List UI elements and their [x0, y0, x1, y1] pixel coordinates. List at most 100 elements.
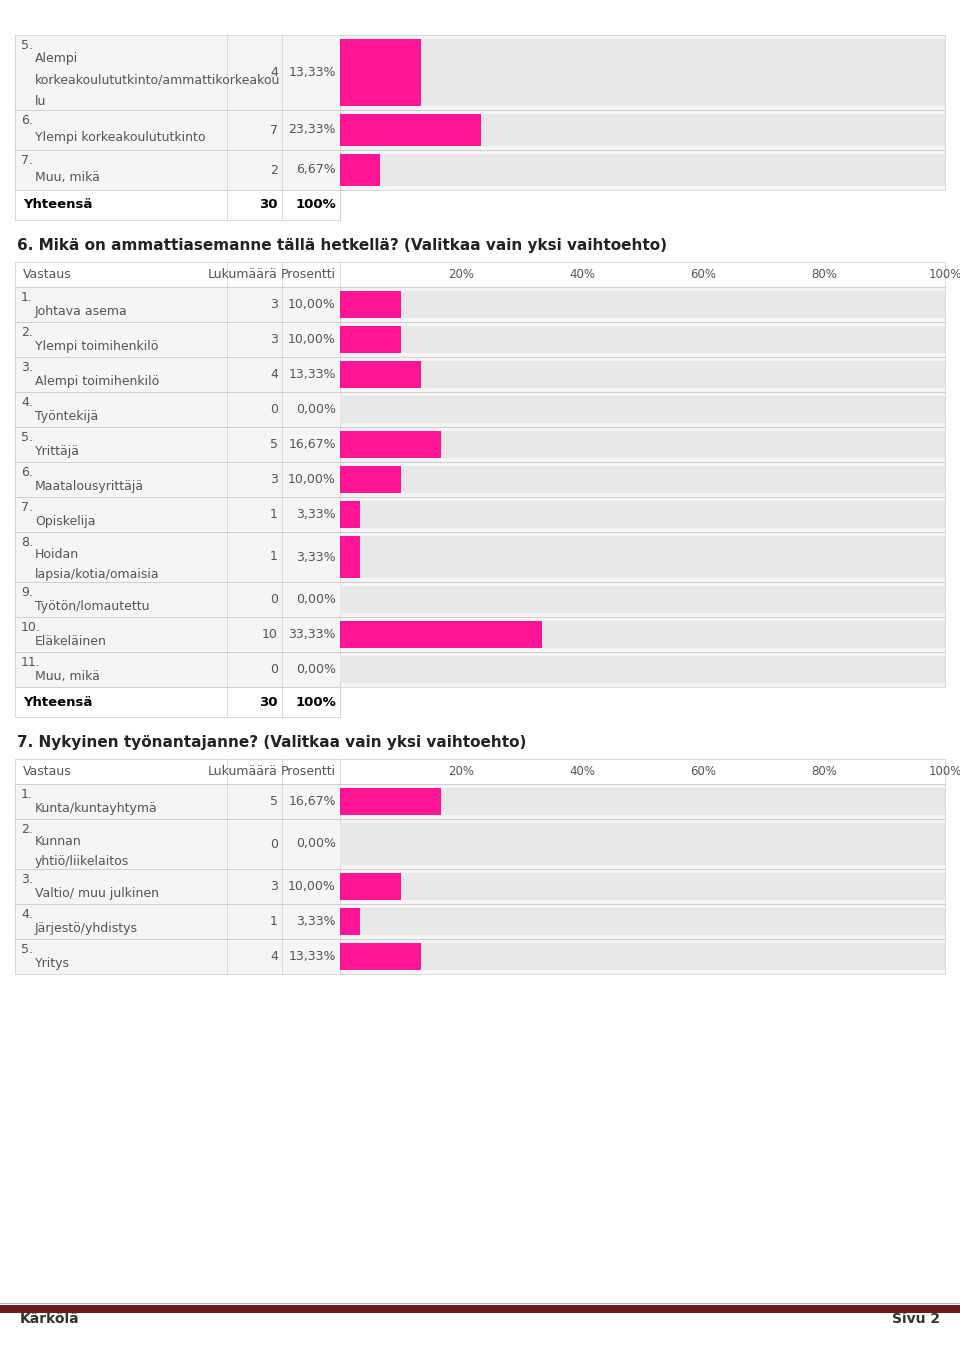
Text: 3: 3	[270, 473, 278, 486]
Text: Johtava asema: Johtava asema	[35, 305, 128, 318]
Text: 80%: 80%	[811, 268, 837, 280]
Text: 2.: 2.	[21, 822, 33, 836]
Bar	[340, 943, 945, 970]
Bar	[340, 873, 945, 900]
Text: 100%: 100%	[928, 766, 960, 778]
Text: 16,67%: 16,67%	[288, 438, 336, 451]
Text: 4: 4	[270, 950, 278, 963]
Bar	[15, 322, 945, 356]
Text: 1: 1	[270, 550, 278, 564]
Text: 80%: 80%	[811, 766, 837, 778]
Text: Hoidan: Hoidan	[35, 547, 79, 561]
Bar	[15, 687, 340, 717]
Text: Yritys: Yritys	[35, 958, 70, 970]
Text: 10: 10	[262, 627, 278, 641]
Text: 11.: 11.	[21, 656, 40, 669]
Text: Lukumäärä: Lukumäärä	[208, 268, 278, 280]
Bar	[340, 114, 481, 146]
Bar	[340, 327, 945, 354]
Text: 10,00%: 10,00%	[288, 473, 336, 486]
Bar	[340, 396, 945, 423]
Bar	[340, 537, 360, 579]
Bar	[340, 621, 541, 648]
Text: 1.: 1.	[21, 291, 33, 304]
Bar	[15, 150, 945, 190]
Bar	[340, 908, 360, 935]
Text: 10,00%: 10,00%	[288, 879, 336, 893]
Bar	[340, 291, 945, 318]
Text: Lukumäärä: Lukumäärä	[208, 766, 278, 778]
Bar	[15, 497, 945, 533]
Bar	[15, 652, 945, 687]
Text: Eläkeläinen: Eläkeläinen	[35, 635, 107, 648]
Text: 13,33%: 13,33%	[289, 950, 336, 963]
Text: 13,33%: 13,33%	[289, 66, 336, 79]
Bar	[0, 1305, 960, 1313]
Bar	[340, 291, 400, 318]
Bar	[15, 617, 945, 652]
Text: 3: 3	[270, 298, 278, 312]
Bar	[340, 114, 945, 146]
Text: 3,33%: 3,33%	[297, 915, 336, 928]
Text: Prosentti: Prosentti	[281, 766, 336, 778]
Bar	[15, 759, 945, 785]
Text: Muu, mikä: Muu, mikä	[35, 171, 100, 184]
Text: Vastaus: Vastaus	[23, 268, 72, 280]
Text: 30: 30	[259, 695, 278, 709]
Text: 60%: 60%	[690, 268, 716, 280]
Bar	[15, 35, 945, 110]
Text: Yrittäjä: Yrittäjä	[35, 446, 80, 458]
Text: 3,33%: 3,33%	[297, 550, 336, 564]
Text: 100%: 100%	[296, 695, 336, 709]
Text: Yhteensä: Yhteensä	[23, 695, 92, 709]
Text: Kunnan: Kunnan	[35, 835, 82, 848]
Text: 13,33%: 13,33%	[289, 369, 336, 381]
Bar	[340, 501, 945, 528]
Text: 40%: 40%	[569, 268, 595, 280]
Text: 3,33%: 3,33%	[297, 508, 336, 522]
Text: 6.: 6.	[21, 466, 33, 480]
Bar	[340, 908, 945, 935]
Text: 0: 0	[270, 663, 278, 676]
Text: Prosentti: Prosentti	[281, 268, 336, 280]
Bar	[340, 431, 441, 458]
Bar	[340, 327, 400, 354]
Text: 4: 4	[270, 369, 278, 381]
Bar	[15, 287, 945, 322]
Text: Vastaus: Vastaus	[23, 766, 72, 778]
Text: 23,33%: 23,33%	[289, 123, 336, 137]
Text: Kärkölä: Kärkölä	[20, 1312, 80, 1327]
Bar	[340, 501, 360, 528]
Bar	[340, 39, 945, 106]
Text: Ylempi korkeakoulututkinto: Ylempi korkeakoulututkinto	[35, 130, 205, 144]
Text: 2: 2	[270, 164, 278, 176]
Text: Maatalousyrittäjä: Maatalousyrittäjä	[35, 480, 144, 493]
Bar	[340, 360, 945, 388]
Bar	[340, 154, 380, 186]
Text: 10.: 10.	[21, 621, 41, 634]
Text: 9.: 9.	[21, 585, 33, 599]
Text: Valtio/ muu julkinen: Valtio/ muu julkinen	[35, 888, 159, 900]
Text: 5.: 5.	[21, 943, 33, 957]
Bar	[15, 583, 945, 617]
Text: 2.: 2.	[21, 327, 33, 339]
Text: lapsia/kotia/omaisia: lapsia/kotia/omaisia	[35, 568, 159, 581]
Text: 1: 1	[270, 915, 278, 928]
Bar	[15, 785, 945, 818]
Bar	[340, 873, 400, 900]
Text: Työntekijä: Työntekijä	[35, 411, 98, 423]
Bar	[340, 621, 945, 648]
Text: yhtiö/liikelaitos: yhtiö/liikelaitos	[35, 855, 130, 869]
Bar	[340, 656, 945, 683]
Text: 4.: 4.	[21, 908, 33, 921]
Text: 0: 0	[270, 593, 278, 606]
Text: 5.: 5.	[21, 39, 33, 51]
Text: 6.: 6.	[21, 114, 33, 127]
Text: Alempi toimihenkilö: Alempi toimihenkilö	[35, 375, 159, 389]
Bar	[15, 869, 945, 904]
Text: 5.: 5.	[21, 431, 33, 444]
Text: 30: 30	[259, 198, 278, 211]
Bar	[340, 360, 420, 388]
Text: 6,67%: 6,67%	[297, 164, 336, 176]
Text: Opiskelija: Opiskelija	[35, 515, 95, 528]
